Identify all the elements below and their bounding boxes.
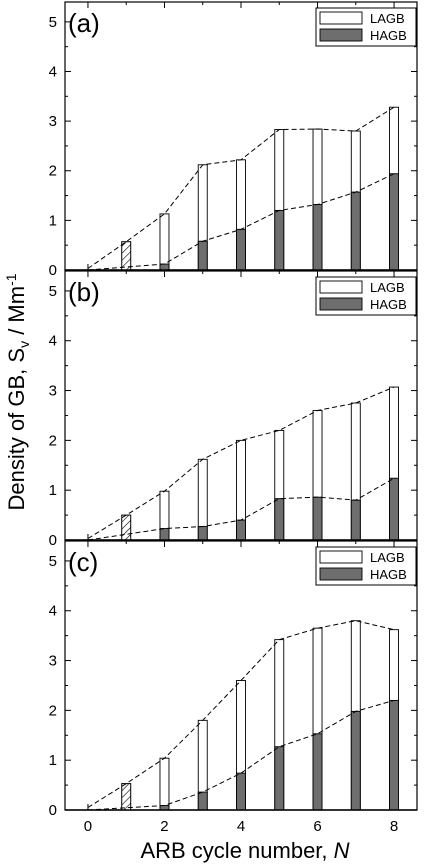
y-tick-label: 5 xyxy=(49,283,57,300)
bar-hagb xyxy=(389,173,399,271)
total-dashed-line xyxy=(87,620,395,808)
bar-hagb xyxy=(350,191,361,271)
legend-swatch-lagb xyxy=(319,280,363,294)
y-tick-label: 1 xyxy=(49,752,57,769)
legend: LAGB HAGB xyxy=(315,276,417,316)
y-tick-label: 2 xyxy=(49,432,57,449)
x-tick-label: 8 xyxy=(390,818,398,835)
y-tick-label: 3 xyxy=(49,653,57,670)
bar-hatched xyxy=(121,783,132,811)
legend-swatch-hagb xyxy=(319,28,363,42)
panel-a: 0 1 2 3 4 5 (a) LAGB HAGB xyxy=(49,1,418,279)
hagb-dashed-line xyxy=(87,477,395,541)
bar-hagb xyxy=(312,204,323,271)
y-tick-label: 3 xyxy=(49,383,57,400)
bar-lagb xyxy=(159,757,170,811)
y-tick-label: 0 xyxy=(49,532,57,549)
panels-layer: 0 1 2 3 4 5 (a) LAGB HAGB 0 1 2 3 4 5 (b) LAGB HAGB 0 1 2 3 4 5… xyxy=(49,1,418,835)
hagb-dashed-line xyxy=(87,699,395,811)
y-tick-label: 2 xyxy=(49,702,57,719)
y-tick-label: 4 xyxy=(49,63,57,80)
bar-hagb xyxy=(197,240,208,271)
bar-hagb xyxy=(274,746,285,811)
bar-hagb xyxy=(350,499,361,541)
x-axis-title: ARB cycle number, N xyxy=(140,838,349,863)
bar-hagb xyxy=(236,772,246,811)
x-tick-label: 2 xyxy=(160,818,168,835)
legend-swatch-hagb xyxy=(319,567,363,581)
bar-hagb xyxy=(274,498,285,541)
y-tick-label: 4 xyxy=(49,603,57,620)
y-tick-label: 1 xyxy=(49,482,57,499)
x-tick-label: 6 xyxy=(313,818,321,835)
y-tick-label: 5 xyxy=(49,553,57,570)
y-tick-label: 0 xyxy=(49,802,57,819)
legend-swatch-lagb xyxy=(319,11,363,25)
bar-hagb xyxy=(197,791,208,811)
bar-hagb xyxy=(312,733,323,811)
total-dashed-line xyxy=(87,106,395,269)
legend-label-hagb: HAGB xyxy=(370,567,407,582)
bar-hatched xyxy=(121,514,132,541)
bar-hagb xyxy=(236,228,246,271)
legend-swatch-hagb xyxy=(319,297,363,311)
legend-label-hagb: HAGB xyxy=(370,297,407,312)
bar-hagb xyxy=(350,710,361,811)
hagb-dashed-line xyxy=(87,173,395,271)
bar-hatched xyxy=(121,241,132,271)
bar-hagb xyxy=(159,263,170,271)
bar-hagb xyxy=(389,477,399,541)
x-tick-label: 4 xyxy=(237,818,245,835)
legend-label-lagb: LAGB xyxy=(370,280,405,295)
panel-label: (c) xyxy=(68,547,98,577)
panel-b: 0 1 2 3 4 5 (b) LAGB HAGB xyxy=(49,270,418,549)
bar-hagb xyxy=(389,699,399,811)
legend-label-lagb: LAGB xyxy=(370,550,405,565)
legend-label-hagb: HAGB xyxy=(370,28,407,43)
total-dashed-line xyxy=(87,386,395,539)
bar-hagb xyxy=(274,209,285,271)
bar-hagb xyxy=(159,528,170,541)
y-tick-label: 3 xyxy=(49,113,57,130)
panel-c: 0 1 2 3 4 5 (c) LAGB HAGB xyxy=(49,540,418,819)
legend-swatch-lagb xyxy=(319,550,363,564)
bar-hagb xyxy=(312,496,323,541)
legend: LAGB HAGB xyxy=(315,7,417,47)
legend: LAGB HAGB xyxy=(315,546,417,586)
legend-label-lagb: LAGB xyxy=(370,11,405,26)
bar-hagb xyxy=(236,519,246,541)
x-tick-label: 0 xyxy=(84,818,92,835)
y-tick-label: 0 xyxy=(49,262,57,279)
panel-label: (b) xyxy=(68,277,100,307)
bar-hagb xyxy=(197,526,208,541)
y-tick-label: 2 xyxy=(49,163,57,180)
y-tick-label: 4 xyxy=(49,333,57,350)
y-tick-label: 5 xyxy=(49,14,57,31)
y-axis-title: Density of GB, Sv / Mm-1 xyxy=(3,273,32,510)
y-tick-label: 1 xyxy=(49,212,57,229)
panel-label: (a) xyxy=(68,8,100,38)
